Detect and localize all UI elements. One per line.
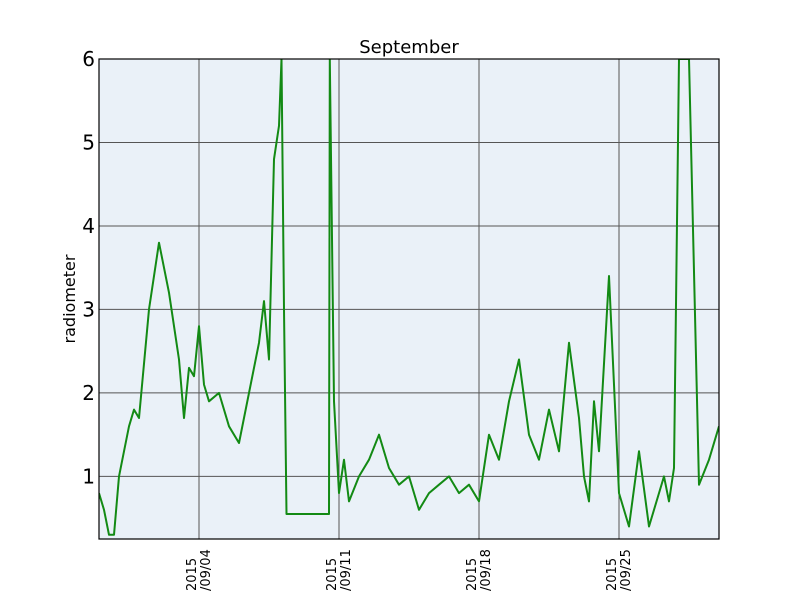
y-axis-ticks: 1 2 3 4 5 6 — [82, 47, 95, 488]
x-tick-label: 2015/09/04 — [185, 549, 214, 591]
y-tick-label: 2 — [82, 381, 95, 405]
x-tick-label: 2015/09/18 — [465, 549, 494, 591]
y-tick-label: 3 — [82, 297, 95, 321]
plot-area — [99, 59, 719, 539]
y-tick-label: 4 — [82, 214, 95, 238]
chart-title: September — [359, 37, 459, 58]
y-tick-label: 6 — [82, 47, 95, 71]
x-tick-label: 2015/09/25 — [605, 549, 634, 591]
y-tick-label: 1 — [82, 464, 95, 488]
x-tick-label: 2015/09/11 — [325, 549, 354, 591]
radiometer-series-line — [99, 59, 719, 536]
y-tick-label: 5 — [82, 130, 95, 154]
x-axis-ticks: 2015/09/04 2015/09/11 2015/09/18 2015/09/25 — [185, 549, 634, 591]
plot-frame — [98, 58, 720, 540]
y-axis-label: radiometer — [60, 254, 79, 343]
